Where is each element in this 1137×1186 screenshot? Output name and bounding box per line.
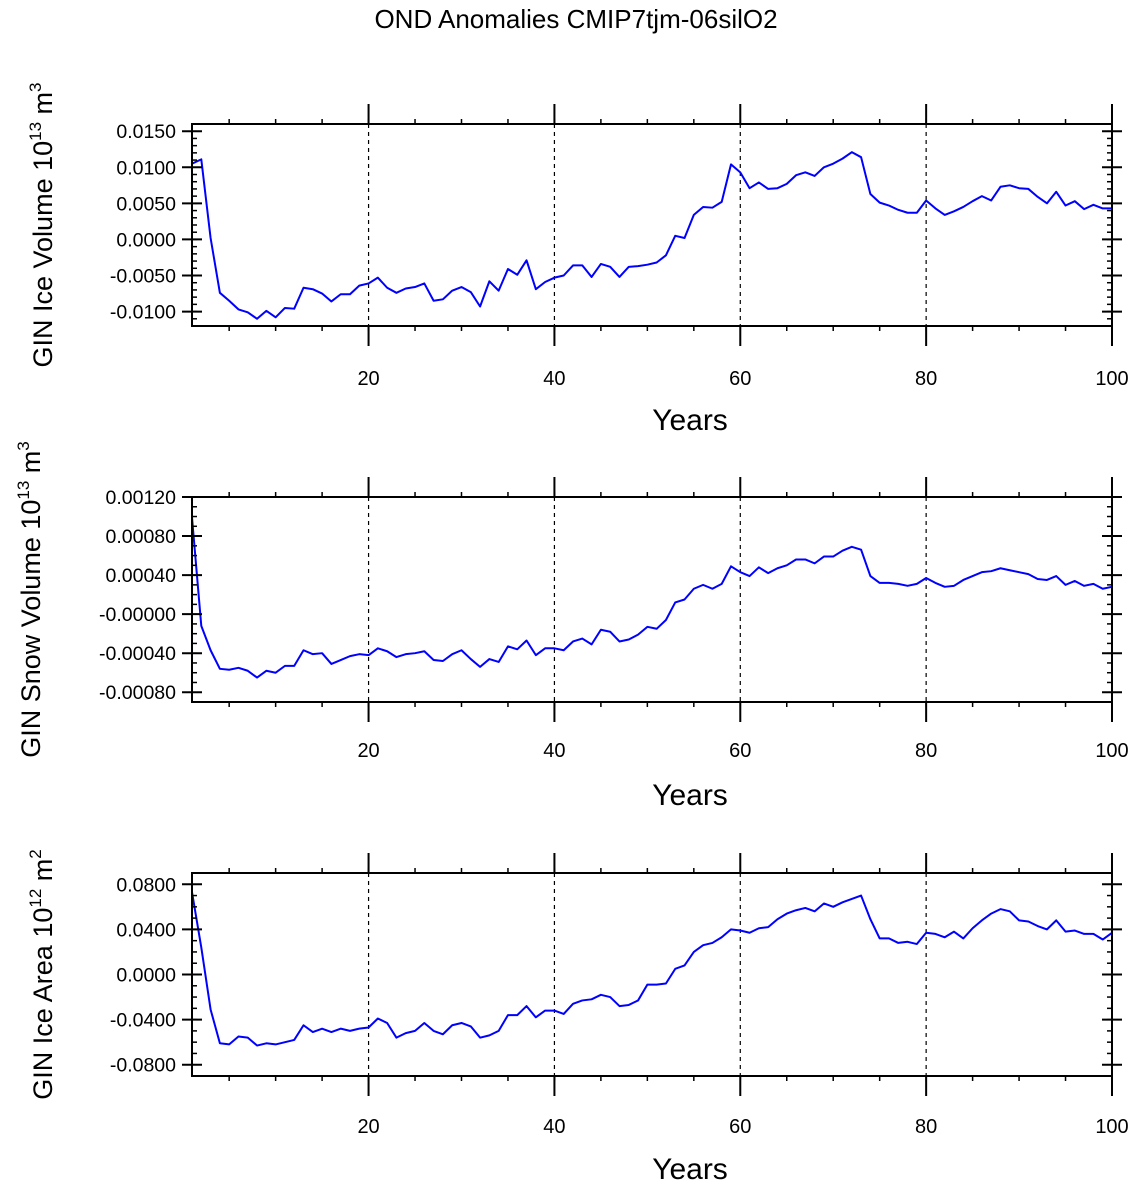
chart-panel-2: 0.00120 0.00080 0.00040 -0.00000 -0.00040 -0.… (14, 441, 1129, 812)
chart-panel-3: 0.0800 0.0400 0.0000 -0.0400 -0.0800 20 40 60 80… (26, 849, 1129, 1186)
x-axis-label: Years (652, 779, 728, 812)
x-tick-label: 20 (357, 368, 379, 390)
x-tick-label: 100 (1095, 740, 1128, 762)
y-tick-label: 0.0000 (116, 965, 176, 987)
x-tick-label: 80 (915, 740, 937, 762)
y-tick-label: 0.0400 (116, 919, 176, 941)
x-tick-label: 40 (543, 368, 565, 390)
y-tick-label: -0.0800 (110, 1055, 176, 1077)
chart-title: OND Anomalies CMIP7tjm-06silO2 (374, 4, 777, 34)
y-axis-label: GIN Snow Volume 1013 m3 (14, 441, 46, 758)
x-axis-label: Years (652, 404, 728, 437)
series-line (191, 892, 1113, 1047)
plot-frame (191, 872, 1113, 1077)
y-tick-label: 0.0150 (116, 121, 176, 143)
x-tick-label: 60 (729, 740, 751, 762)
x-tick-label: 60 (729, 1116, 751, 1138)
y-tick-label: -0.00040 (99, 643, 176, 665)
y-tick-label: 0.0000 (116, 229, 176, 251)
plot-frame (191, 123, 1113, 327)
y-tick-label: 0.00080 (106, 526, 177, 548)
y-tick-label: 0.0050 (116, 193, 176, 215)
y-tick-label: -0.00080 (99, 682, 176, 704)
y-tick-label: 0.00040 (106, 565, 177, 587)
y-tick-label: 0.00120 (106, 487, 177, 509)
y-tick-label: -0.0100 (110, 302, 176, 324)
y-axis-label: GIN Ice Area 1012 m2 (26, 849, 58, 1100)
y-tick-label: 0.0800 (116, 874, 176, 896)
y-tick-label: -0.0050 (110, 266, 176, 288)
series-line (191, 151, 1112, 320)
y-tick-label: 0.0100 (116, 157, 176, 179)
x-tick-label: 100 (1095, 1116, 1128, 1138)
x-tick-label: 80 (915, 368, 937, 390)
y-tick-label: -0.00000 (99, 604, 176, 626)
y-tick-label: -0.0400 (110, 1010, 176, 1032)
x-tick-label: 40 (543, 740, 565, 762)
y-axis-label: GIN Ice Volume 1013 m3 (26, 82, 58, 367)
x-tick-label: 100 (1095, 368, 1128, 390)
x-tick-label: 20 (357, 740, 379, 762)
x-tick-label: 20 (357, 1116, 379, 1138)
x-axis-label: Years (652, 1153, 728, 1186)
chart-panel-1: 0.0150 0.0100 0.0050 0.0000 -0.0050 -0.0100 20… (26, 82, 1129, 437)
x-tick-label: 60 (729, 368, 751, 390)
plot-frame (191, 496, 1113, 703)
x-tick-label: 40 (543, 1116, 565, 1138)
x-tick-label: 80 (915, 1116, 937, 1138)
series-line (191, 517, 1113, 679)
